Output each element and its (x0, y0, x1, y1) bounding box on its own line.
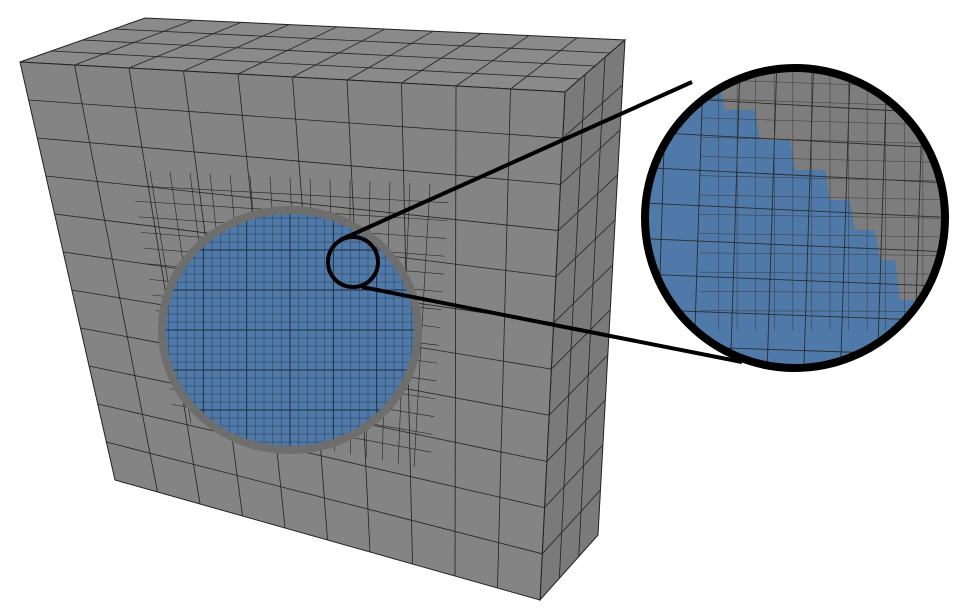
mesh-line (578, 57, 606, 557)
mesh-line (51, 50, 581, 80)
mesh-line (113, 28, 611, 54)
mesh-line (647, 237, 943, 253)
lens-inclusion (647, 70, 930, 366)
mesh-line (28, 99, 563, 139)
mesh-line (560, 129, 621, 185)
zoom-lens (641, 64, 949, 372)
mesh-line (729, 70, 741, 366)
mesh-line (699, 194, 943, 201)
top-grid (51, 19, 611, 90)
mesh-line (699, 156, 943, 164)
mesh-line (128, 67, 201, 505)
mesh-line (546, 399, 606, 462)
mesh-line (647, 272, 943, 288)
mesh-line (699, 233, 943, 238)
mesh-line (97, 403, 545, 509)
mesh-line (548, 354, 609, 416)
mesh-line (553, 264, 614, 324)
mesh-line (647, 166, 943, 184)
mesh-line (699, 291, 943, 294)
zoom-content (647, 70, 943, 366)
mesh-line (562, 84, 623, 139)
mesh-line (766, 70, 778, 366)
mesh-line (37, 137, 561, 185)
zoom-line (339, 80, 693, 242)
mesh-line (541, 489, 601, 555)
mesh-line (699, 252, 943, 256)
mesh-line (497, 88, 511, 589)
mesh-line (45, 175, 559, 231)
mesh-line (74, 64, 158, 493)
mesh-line (699, 214, 943, 219)
mesh-line (699, 175, 943, 182)
zoom-source (326, 235, 380, 289)
zoom-line (361, 285, 743, 364)
mesh-line (82, 39, 596, 67)
mesh-line (555, 219, 616, 278)
mesh-line (557, 174, 618, 231)
mesh-line (647, 201, 943, 219)
mesh-line (132, 185, 449, 204)
mesh-line (699, 271, 943, 275)
mesh-line (106, 441, 543, 555)
mesh-line (544, 444, 604, 508)
mesh-line (551, 309, 611, 370)
mesh-line (876, 75, 888, 366)
mesh-line (699, 136, 943, 145)
mesh-line (454, 85, 457, 577)
